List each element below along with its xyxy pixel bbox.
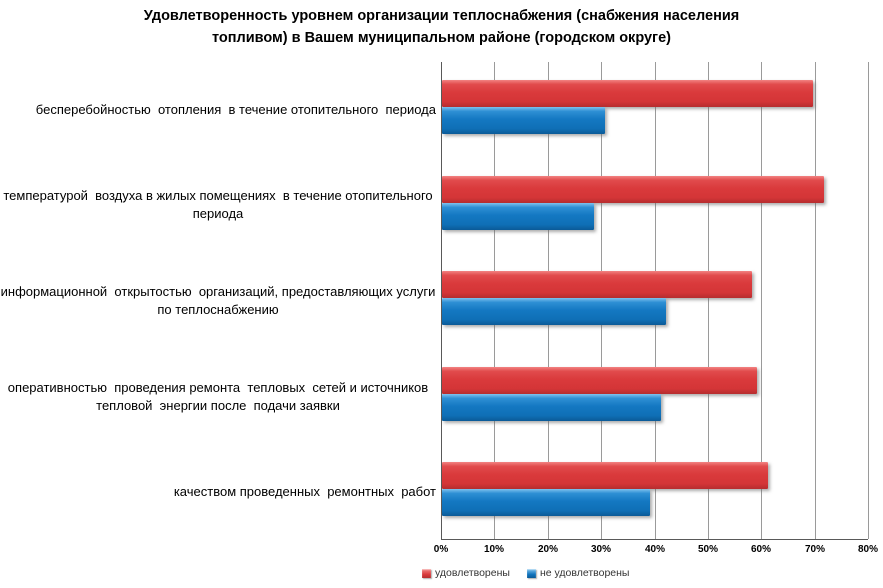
legend-item-not-satisfied: не удовлетворены [526,567,630,579]
bar-not-satisfied [442,202,595,230]
x-axis: 0% 10% 20% 30% 40% 50% 60% 70% 80% [434,544,878,558]
plot-area [441,62,869,540]
x-tick-label: 40% [644,544,665,555]
bar-not-satisfied [442,298,667,326]
legend-marker-satisfied-icon [422,568,431,578]
bar-satisfied [442,462,768,490]
gridline [708,62,709,539]
category-label-text: оперативностью проведения ремонта теплов… [7,379,432,413]
category-label: качеством проведенных ремонтных работ [174,444,436,540]
legend-item-satisfied: удовлетворены [422,567,510,579]
chart-title-text: Удовлетворенность уровнем организации те… [143,8,740,46]
legend-label-satisfied: удовлетворены [435,567,510,579]
bar-satisfied [442,366,757,394]
x-tick-label: 30% [590,544,611,555]
category-label-text: качеством проведенных ремонтных работ [173,484,436,500]
bar-not-satisfied [442,393,661,421]
category-label-text: температурой воздуха в жилых помещениях … [3,188,437,222]
legend-label-not-satisfied: не удовлетворены [539,567,630,579]
bar-not-satisfied [442,107,605,134]
bar-satisfied [442,175,824,203]
x-tick-label: 70% [804,544,825,555]
x-tick-label: 60% [750,544,771,555]
bar-satisfied [442,271,752,299]
x-tick-label: 80% [857,544,878,555]
x-tick-label: 10% [483,544,504,555]
category-label: температурой воздуха в жилых помещениях … [0,158,436,254]
x-tick-label: 0% [433,544,449,555]
category-label: бесперебойностью отопления в течение ото… [36,62,436,158]
x-tick-label: 20% [537,544,558,555]
gridline [815,62,816,539]
chart-title: Удовлетворенность уровнем организации те… [0,5,883,49]
legend: удовлетворены не удовлетворены [422,567,629,579]
gridline [868,62,869,539]
y-axis-line [441,62,442,539]
x-tick-label: 50% [697,544,718,555]
bar-not-satisfied [442,489,651,517]
category-label-text: информационной открытостью организаций, … [0,283,439,317]
category-label: оперативностью проведения ремонта теплов… [0,349,436,445]
category-label-text: бесперебойностью отопления в течение ото… [35,101,436,117]
gridline [761,62,762,539]
category-label: информационной открытостью организаций, … [0,253,436,349]
legend-marker-not-satisfied-icon [526,568,536,578]
bar-satisfied [442,80,813,107]
